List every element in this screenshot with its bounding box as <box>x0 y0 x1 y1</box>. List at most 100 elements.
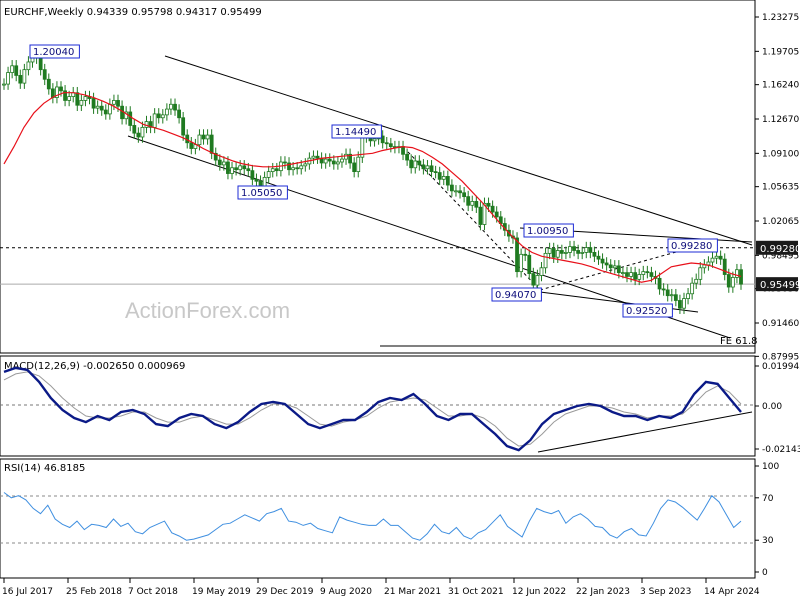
candle-body <box>515 237 519 273</box>
fe-618-label: FE 61.8 <box>720 336 758 347</box>
rsi-tick-label: 0 <box>762 568 768 578</box>
candle-body <box>722 258 727 275</box>
candle-body <box>580 252 585 254</box>
candle-body <box>18 75 23 84</box>
annotation-box <box>523 223 574 238</box>
candle-body <box>600 258 605 264</box>
candle-body <box>739 269 743 285</box>
candle-body <box>356 156 361 173</box>
candle-body <box>421 164 426 170</box>
candle-body <box>612 265 617 269</box>
candle-body <box>633 272 638 280</box>
candle-body <box>474 201 479 208</box>
date-tick-label: 29 Dec 2019 <box>256 587 314 597</box>
candle-body <box>291 167 295 171</box>
rsi-tick-label: 100 <box>762 462 779 472</box>
candle-body <box>673 294 678 301</box>
macd-header: MACD(12,26,9) -0.002650 0.000969 <box>4 361 185 372</box>
price-tick-label: 1.12670 <box>762 115 799 125</box>
candle-body <box>588 247 593 253</box>
candle-body <box>559 250 564 254</box>
annotation-label: 1.00950 <box>527 226 568 237</box>
projection-dashed-line-1 <box>407 151 541 291</box>
candle-body <box>625 272 629 277</box>
candle-body <box>669 294 674 297</box>
candle-body <box>262 176 267 187</box>
date-tick-label: 3 Sep 2023 <box>640 587 691 597</box>
candle-body <box>46 78 51 90</box>
date-tick-label: 14 Apr 2024 <box>704 587 760 597</box>
candle-body <box>649 272 654 277</box>
candle-body <box>413 160 418 169</box>
candle-body <box>661 288 666 291</box>
macd-tick-label: 0.019943 <box>762 362 800 372</box>
candle-body <box>197 134 202 146</box>
candle-body <box>201 134 206 140</box>
candle-body <box>99 105 104 111</box>
date-tick-label: 9 Aug 2020 <box>320 587 372 597</box>
candle-body <box>608 264 613 269</box>
candle-body <box>519 253 524 273</box>
candle-body <box>67 96 72 101</box>
candle-body <box>568 246 572 253</box>
candle-body <box>213 152 218 161</box>
candle-body <box>417 160 422 166</box>
price-annotations: 1.20040 1.14490 1.05050 1.00950 0.99280 0.940… <box>29 44 758 347</box>
candle-body <box>10 65 15 73</box>
candle-body <box>315 155 320 159</box>
annotation-box <box>667 238 718 253</box>
candle-body <box>380 135 385 144</box>
annotation-box <box>491 287 542 302</box>
candle-body <box>690 282 695 295</box>
candle-body <box>706 261 711 266</box>
candle-body <box>226 161 230 174</box>
candle-body <box>665 289 670 297</box>
macd-tick-label: -0.021434 <box>762 445 800 455</box>
channel-upper-line <box>164 55 753 246</box>
candle-body <box>555 250 560 258</box>
candle-body <box>682 298 686 309</box>
date-tick-label: 22 Jan 2023 <box>576 587 630 597</box>
annotation-box <box>237 185 288 200</box>
candle-body <box>189 142 194 149</box>
macd-panel-frame <box>0 355 756 457</box>
candle-body <box>30 57 35 63</box>
annotation-box <box>29 44 80 59</box>
candle-body <box>164 108 169 116</box>
candle-body <box>181 117 186 136</box>
candle-body <box>551 248 556 258</box>
candle-body <box>616 265 621 274</box>
candle-body <box>6 72 10 85</box>
candle-body <box>238 165 243 171</box>
moving-average-line <box>3 92 742 283</box>
candle-body <box>160 114 165 119</box>
candle-body <box>283 161 287 164</box>
candle-body <box>718 255 723 260</box>
price-tag-label: 0.95499 <box>760 280 800 291</box>
candle-body <box>458 190 462 194</box>
price-tick-label: 1.23275 <box>762 13 799 23</box>
candle-body <box>177 109 181 119</box>
candle-body <box>250 170 255 180</box>
price-tag <box>756 240 798 255</box>
price-tick-label: 0.91460 <box>762 319 799 329</box>
price-panel-frame <box>0 0 756 354</box>
candle-body <box>340 158 344 163</box>
candle-body <box>486 202 491 207</box>
candle-body <box>425 165 430 170</box>
candle-body <box>576 250 581 254</box>
date-tick-label: 12 Jun 2022 <box>512 587 566 597</box>
candle-body <box>470 201 475 206</box>
candle-body <box>657 277 662 290</box>
candle-body <box>384 142 389 145</box>
candle-body <box>148 121 153 128</box>
candle-body <box>535 275 540 286</box>
candle-body <box>604 262 609 266</box>
candle-body <box>79 100 84 106</box>
candle-body <box>287 162 291 171</box>
candle-body <box>116 100 120 107</box>
candle-body <box>2 83 6 86</box>
date-tick-label: 21 Mar 2021 <box>384 587 441 597</box>
candle-body <box>42 69 47 80</box>
